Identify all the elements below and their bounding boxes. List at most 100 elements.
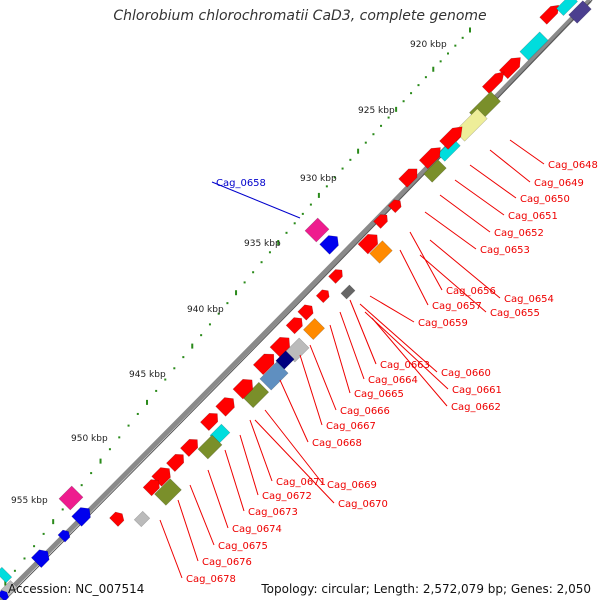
- ruler-major-tick: [395, 106, 398, 112]
- gene-label[interactable]: Cag_0648: [548, 160, 598, 171]
- ruler-minor-tick: [325, 185, 328, 188]
- leader-line: [211, 181, 301, 219]
- ruler-minor-tick: [293, 222, 296, 225]
- cds-block: [304, 217, 330, 243]
- ruler-major-tick: [99, 458, 102, 464]
- cds-arrow: [200, 412, 219, 431]
- ruler-minor-tick: [200, 334, 203, 337]
- gene-label[interactable]: Cag_0675: [218, 541, 268, 552]
- gene-label[interactable]: Cag_0665: [354, 389, 404, 400]
- cds-arrow: [387, 199, 402, 214]
- leader-line: [399, 249, 429, 306]
- ruler-label: 955 kbp: [11, 496, 48, 506]
- ruler-minor-tick: [164, 378, 167, 381]
- leader-line: [159, 519, 183, 579]
- ruler-major-tick: [4, 580, 7, 586]
- leader-line: [329, 324, 351, 394]
- ruler-minor-tick: [243, 281, 246, 284]
- cds-arrow: [498, 57, 521, 80]
- cds-block: [568, 0, 592, 24]
- gene-label[interactable]: Cag_0652: [494, 228, 544, 239]
- ruler-minor-tick: [268, 251, 271, 254]
- cds-arrow: [151, 467, 171, 487]
- ruler-minor-tick: [61, 508, 64, 511]
- leader-line: [439, 194, 491, 233]
- accession-text: Accession: NC_007514: [8, 582, 145, 596]
- gene-label[interactable]: Cag_0664: [368, 375, 418, 386]
- cds-arrow: [252, 353, 275, 376]
- cds-arrow: [297, 304, 314, 321]
- gene-label[interactable]: Cag_0651: [508, 211, 558, 222]
- ruler-minor-tick: [380, 124, 383, 127]
- gene-label[interactable]: Cag_0671: [276, 477, 326, 488]
- ruler-major-tick: [469, 27, 471, 33]
- cds-arrow: [398, 168, 418, 188]
- ruler-label: 940 kbp: [187, 305, 224, 315]
- ruler-minor-tick: [173, 367, 176, 370]
- gene-label[interactable]: Cag_0674: [232, 524, 282, 535]
- gene-label[interactable]: Cag_0653: [480, 245, 530, 256]
- leader-line: [364, 311, 449, 390]
- cds-arrow: [232, 378, 254, 400]
- gene-label[interactable]: Cag_0661: [452, 385, 502, 396]
- gene-label[interactable]: Cag_0657: [432, 301, 482, 312]
- leader-line: [189, 484, 215, 546]
- ruler-minor-tick: [260, 261, 263, 264]
- gene-label[interactable]: Cag_0672: [262, 491, 312, 502]
- cds-arrow: [319, 235, 339, 255]
- gene-label[interactable]: Cag_0676: [202, 557, 252, 568]
- leader-line: [371, 317, 448, 407]
- genome-summary-text: Topology: circular; Length: 2,572,079 bp…: [261, 582, 591, 596]
- ruler-label: 920 kbp: [410, 40, 447, 50]
- leader-line: [419, 254, 487, 313]
- gene-label[interactable]: Cag_0662: [451, 402, 501, 413]
- cds-arrow: [180, 438, 199, 457]
- cds-block: [133, 510, 151, 528]
- gene-label[interactable]: Cag_0666: [340, 406, 390, 417]
- leader-line: [369, 295, 415, 323]
- gene-label[interactable]: Cag_0663: [380, 360, 430, 371]
- cds-arrow: [166, 453, 185, 472]
- cds-arrow: [315, 289, 330, 304]
- ruler-minor-tick: [364, 141, 367, 144]
- gene-label[interactable]: Cag_0649: [534, 178, 584, 189]
- leader-line: [424, 211, 477, 250]
- gene-labels: Cag_0658 Cag_0648 Cag_0649 Cag_0650 Cag_0651…: [186, 160, 598, 585]
- leader-line: [254, 419, 335, 504]
- gene-label[interactable]: Cag_0656: [446, 286, 496, 297]
- gene-label[interactable]: Cag_0668: [312, 438, 362, 449]
- ruler-minor-tick: [285, 231, 288, 234]
- cds-arrow: [109, 511, 125, 527]
- gene-label[interactable]: Cag_0654: [504, 294, 554, 305]
- ruler-minor-tick: [217, 312, 220, 315]
- ruler-minor-tick: [349, 158, 352, 161]
- ruler-minor-tick: [341, 167, 344, 170]
- cds-arrow: [439, 126, 463, 150]
- leader-line: [339, 311, 365, 380]
- gene-label[interactable]: Cag_0673: [248, 507, 298, 518]
- cds-arrow: [373, 214, 388, 229]
- ruler-label: 950 kbp: [71, 434, 108, 444]
- leader-line: [177, 499, 199, 562]
- gene-label[interactable]: Cag_0660: [441, 368, 491, 379]
- leader-line: [429, 239, 501, 299]
- ruler-label: 930 kbp: [300, 174, 337, 184]
- gene-label[interactable]: Cag_0659: [418, 318, 468, 329]
- leader-line: [309, 344, 337, 411]
- gene-label[interactable]: Cag_0650: [520, 194, 570, 205]
- gene-label[interactable]: Cag_0669: [327, 480, 377, 491]
- gene-label[interactable]: Cag_0678: [186, 574, 236, 585]
- ruler-major-tick: [235, 290, 238, 296]
- ruler-major-tick: [52, 519, 55, 525]
- ruler-minor-tick: [33, 545, 36, 548]
- ruler-minor-tick: [387, 116, 390, 119]
- gene-label[interactable]: Cag_0655: [490, 308, 540, 319]
- cds-arrow: [71, 507, 91, 527]
- gene-label[interactable]: Cag_0658: [216, 178, 266, 189]
- gene-label[interactable]: Cag_0667: [326, 421, 376, 432]
- ruler-minor-tick: [80, 484, 83, 487]
- cds-block: [154, 478, 182, 506]
- leader-line: [509, 139, 545, 165]
- gene-label[interactable]: Cag_0670: [338, 499, 388, 510]
